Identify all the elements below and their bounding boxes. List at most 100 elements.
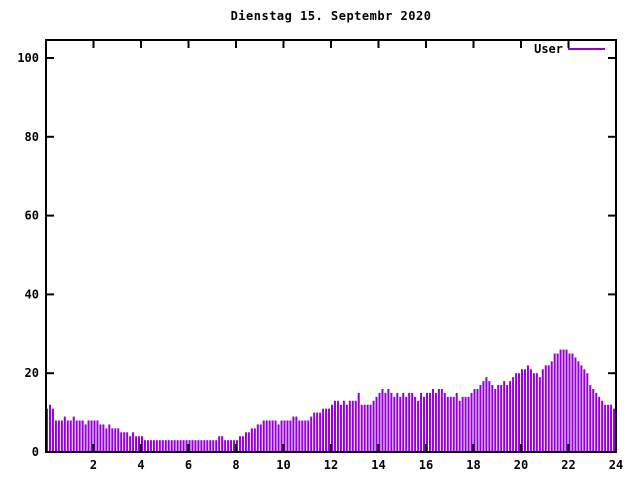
legend: User xyxy=(534,42,605,56)
bar xyxy=(48,404,51,451)
bar xyxy=(87,420,90,451)
bar xyxy=(378,392,381,451)
legend-label: User xyxy=(534,42,563,56)
bar xyxy=(339,404,342,451)
bar xyxy=(479,385,482,451)
bar xyxy=(289,420,292,451)
bar xyxy=(319,412,322,451)
bar xyxy=(357,392,360,451)
bar xyxy=(84,424,87,451)
bar xyxy=(197,440,200,451)
bar xyxy=(580,365,583,451)
x-tick-label: 6 xyxy=(185,458,192,472)
bar xyxy=(132,432,135,451)
bar xyxy=(598,396,601,451)
bar xyxy=(215,440,218,451)
bar xyxy=(550,361,553,451)
bar xyxy=(313,412,316,451)
plot-border xyxy=(45,39,617,453)
x-tick-label: 16 xyxy=(419,458,433,472)
bar xyxy=(375,396,378,451)
bar xyxy=(141,436,143,451)
bar xyxy=(360,404,363,451)
bar xyxy=(485,377,488,451)
bar xyxy=(342,400,345,451)
bar xyxy=(250,428,253,451)
bar xyxy=(310,416,313,451)
bar xyxy=(221,436,224,451)
bar xyxy=(268,420,271,451)
bar xyxy=(467,396,470,451)
bar xyxy=(138,436,141,451)
bar xyxy=(434,392,437,451)
bar xyxy=(509,381,512,451)
bar xyxy=(384,392,387,451)
bar xyxy=(556,353,559,451)
bar xyxy=(241,436,244,451)
bar xyxy=(238,436,241,451)
bar xyxy=(464,396,467,451)
bar xyxy=(526,365,529,451)
bar xyxy=(553,353,556,451)
x-tick-label: 22 xyxy=(561,458,575,472)
bar xyxy=(405,396,408,451)
bar xyxy=(262,420,265,451)
bar xyxy=(224,440,227,451)
bar xyxy=(354,400,357,451)
bar xyxy=(411,392,414,451)
bar xyxy=(417,400,420,451)
bar xyxy=(256,424,259,451)
y-tick-label: 0 xyxy=(32,445,39,459)
bar xyxy=(78,420,81,451)
bar xyxy=(518,373,521,451)
bar xyxy=(203,440,206,451)
bar xyxy=(108,424,111,451)
bar xyxy=(75,420,78,451)
bar xyxy=(491,385,494,451)
y-tick-label: 20 xyxy=(25,366,39,380)
bar xyxy=(72,416,75,451)
bar xyxy=(523,369,526,451)
bar xyxy=(96,420,99,451)
chart-title: Dienstag 15. Septembr 2020 xyxy=(230,9,432,23)
bar xyxy=(233,440,236,451)
x-tick-label: 8 xyxy=(232,458,239,472)
bar xyxy=(247,432,250,451)
bar xyxy=(244,432,247,451)
bar xyxy=(541,369,544,451)
x-tick-label: 10 xyxy=(276,458,290,472)
bar xyxy=(173,440,176,451)
bar xyxy=(607,404,610,451)
bar xyxy=(143,440,146,451)
y-tick-label: 100 xyxy=(17,51,39,65)
bar xyxy=(155,440,158,451)
bar xyxy=(562,349,565,451)
bar xyxy=(369,404,372,451)
bar xyxy=(253,428,256,451)
bar xyxy=(345,404,348,451)
bar xyxy=(586,373,589,451)
bar xyxy=(446,396,449,451)
bar xyxy=(393,396,396,451)
bar xyxy=(589,385,592,451)
bar xyxy=(274,420,277,451)
bar xyxy=(135,436,138,451)
bar xyxy=(57,420,60,451)
bar xyxy=(69,420,72,451)
bar xyxy=(399,396,402,451)
bar xyxy=(105,428,108,451)
bar xyxy=(322,408,325,451)
bar xyxy=(206,440,209,451)
bar xyxy=(506,385,509,451)
bar xyxy=(283,420,286,451)
bar xyxy=(414,396,417,451)
bar xyxy=(571,353,574,451)
bar xyxy=(381,388,384,451)
bar xyxy=(126,432,129,451)
bar xyxy=(123,432,126,451)
bar xyxy=(437,388,440,451)
bar xyxy=(402,392,405,451)
bar xyxy=(583,369,586,451)
bar xyxy=(182,440,185,451)
bar xyxy=(366,404,369,451)
